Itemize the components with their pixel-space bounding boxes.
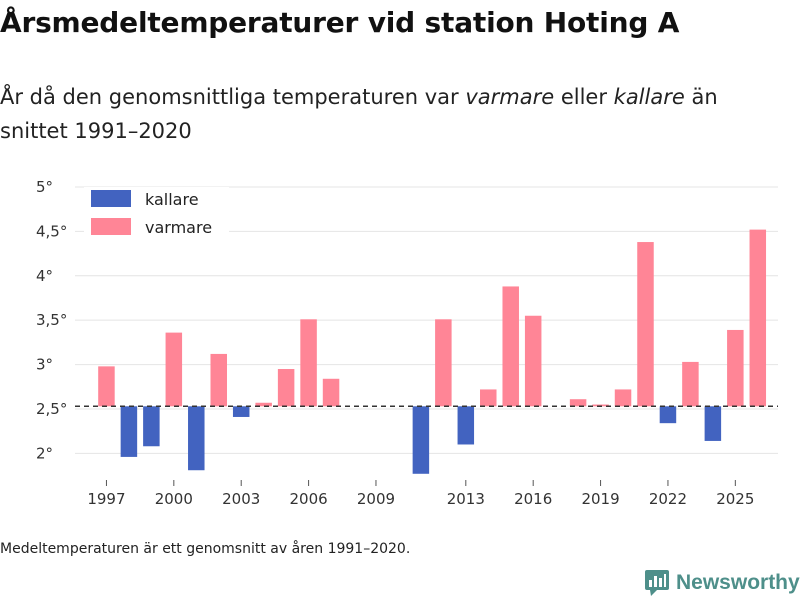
bar-2012: [435, 319, 452, 407]
chart-title: Årsmedeltemperaturer vid station Hoting …: [0, 6, 680, 39]
bar-2014: [480, 389, 497, 407]
bar-2020: [614, 389, 632, 407]
x-tick-label: 2022: [649, 490, 687, 508]
x-tick-label: 2025: [716, 490, 754, 508]
bar-1997: [98, 366, 115, 407]
x-tick-label: 2000: [155, 490, 193, 508]
x-axis-tick-labels: 1997 2000 2003 2006 2009 2013 2016 2019 2022 2025: [87, 480, 754, 508]
bar-2021: [637, 242, 654, 407]
bar-2018: [569, 399, 587, 407]
bar-2024: [704, 406, 722, 441]
newsworthy-chart-icon: [645, 570, 669, 596]
subtitle-text-middle: eller: [554, 85, 614, 109]
bar-2025: [727, 329, 744, 407]
y-tick-label: 4°: [36, 267, 53, 285]
bars: [98, 229, 767, 474]
subtitle-warmer-word: varmare: [465, 85, 555, 109]
y-tick-label: 3°: [36, 356, 53, 374]
bar-2007: [322, 378, 340, 407]
legend: kallare varmare: [84, 187, 229, 243]
x-tick-label: 2016: [514, 490, 552, 508]
temperature-bar-chart: 2° 2,5° 3° 3,5° 4° 4,5° 5° 1997 2000 2003 2006 200…: [36, 178, 778, 508]
subtitle-text-end: än snittet 1991–2020: [0, 85, 718, 143]
legend-label-colder: kallare: [145, 190, 199, 209]
bar-2023: [682, 361, 699, 407]
bar-2015: [502, 286, 519, 407]
newsworthy-logo: Newsworthy: [644, 568, 800, 598]
y-tick-label: 2°: [36, 444, 53, 462]
subtitle-colder-word: kallare: [613, 85, 685, 109]
bar-2006: [300, 319, 317, 407]
footnote: Medeltemperaturen är ett genomsnitt av å…: [0, 541, 411, 557]
x-tick-label: 2003: [222, 490, 260, 508]
legend-label-warmer: varmare: [145, 218, 212, 237]
bar-1998: [120, 406, 138, 457]
bar-2026: [749, 229, 767, 407]
x-tick-label: 2009: [357, 490, 395, 508]
bar-2005: [277, 369, 295, 407]
x-tick-label: 1997: [87, 490, 125, 508]
x-tick-label: 2019: [581, 490, 619, 508]
y-axis-tick-labels: 2° 2,5° 3° 3,5° 4° 4,5° 5°: [36, 178, 67, 462]
legend-swatch-warmer: [91, 218, 131, 235]
bar-2002: [210, 353, 227, 407]
brand-name: Newsworthy: [676, 571, 800, 594]
bar-2013: [457, 406, 475, 445]
y-tick-label: 3,5°: [36, 311, 67, 329]
bar-2004: [255, 402, 272, 407]
bar-2000: [165, 332, 183, 407]
bar-2011: [412, 406, 430, 474]
chart-subtitle: År då den genomsnittliga temperaturen va…: [0, 80, 780, 148]
x-tick-label: 2013: [447, 490, 485, 508]
x-tick-label: 2006: [289, 490, 327, 508]
y-tick-label: 4,5°: [36, 222, 67, 240]
bar-2016: [524, 315, 542, 407]
bar-2019: [592, 404, 609, 407]
bar-2001: [188, 406, 205, 471]
bar-1999: [143, 406, 160, 447]
y-tick-label: 2,5°: [36, 400, 67, 418]
y-tick-label: 5°: [36, 178, 53, 196]
legend-swatch-colder: [91, 190, 131, 207]
bar-2003: [232, 406, 250, 417]
bar-2022: [659, 406, 677, 424]
subtitle-text-start: År då den genomsnittliga temperaturen va…: [0, 85, 466, 109]
